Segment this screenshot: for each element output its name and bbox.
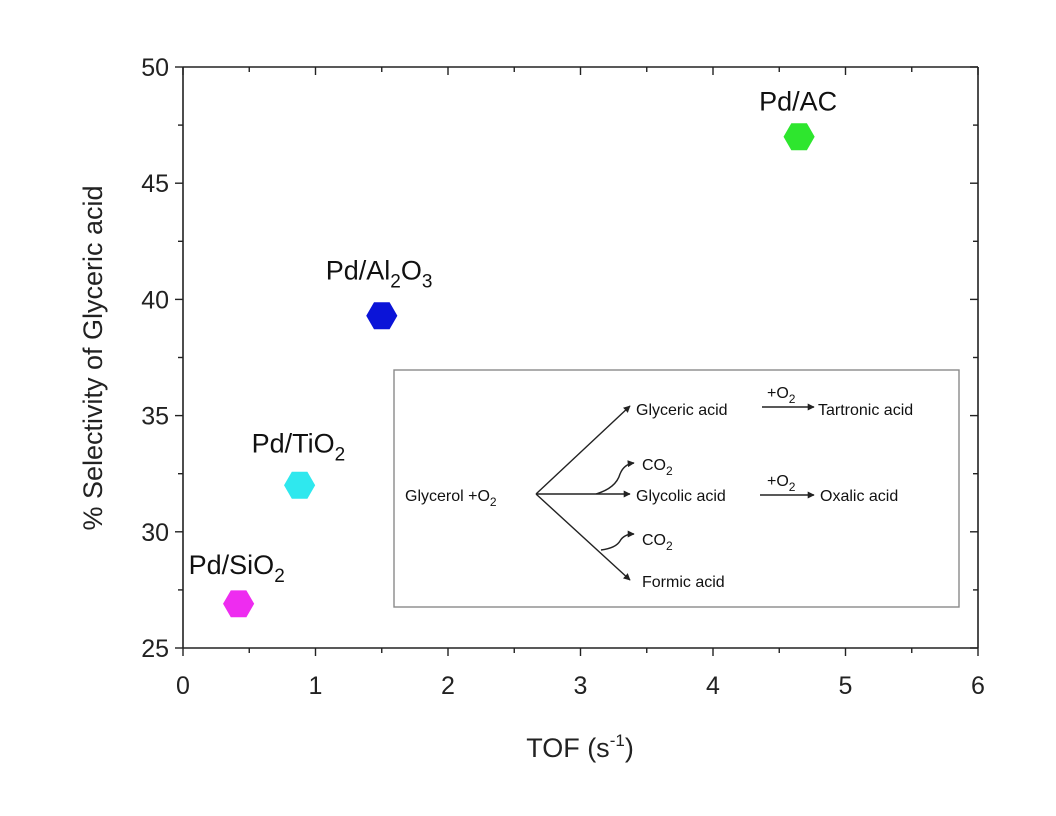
co2-label-b: CO2 <box>642 532 673 553</box>
data-point-label: Pd/TiO2 <box>252 428 346 465</box>
y-tick-label: 35 <box>141 403 169 431</box>
y-tick-label: 30 <box>141 519 169 547</box>
x-axis-title: TOF (s-1) <box>526 731 634 763</box>
glycolic-acid-label: Glycolic acid <box>636 488 726 505</box>
x-tick-label: 3 <box>574 672 588 700</box>
reactant-label: Glycerol +O2 <box>405 488 497 509</box>
co2-branch-arrow-a <box>595 460 635 495</box>
data-point-marker <box>366 302 398 330</box>
x-tick-label: 6 <box>971 672 985 700</box>
co2-branch-arrow-b <box>600 530 635 551</box>
reaction-scheme-inset: Glycerol +O2 Glyceric acid +O2 Tartronic… <box>393 369 960 608</box>
arrow-to-formic <box>535 493 631 581</box>
o2-top-label: +O2 <box>767 385 796 406</box>
x-tick-label: 0 <box>176 672 190 700</box>
co2-label-a: CO2 <box>642 457 673 478</box>
o2-mid-label: +O2 <box>767 473 796 494</box>
data-point-marker <box>284 471 316 499</box>
data-point-label: Pd/Al2O3 <box>326 256 433 293</box>
x-tick-label: 1 <box>309 672 323 700</box>
data-point-label: Pd/SiO2 <box>189 550 285 587</box>
data-points: Pd/SiO2 Pd/TiO2 Pd/Al2O3 Pd/AC <box>189 87 837 618</box>
arrow-to-glyceric <box>535 405 631 495</box>
x-tick-label: 2 <box>441 672 455 700</box>
y-tick-label: 45 <box>141 170 169 198</box>
x-tick-label: 4 <box>706 672 720 700</box>
y-tick-label: 40 <box>141 286 169 314</box>
data-point-marker <box>783 123 815 151</box>
inset-box <box>393 369 960 608</box>
data-point-marker <box>223 590 255 618</box>
y-tick-label: 50 <box>141 54 169 82</box>
y-axis-ticks: 25 30 35 40 45 50 <box>141 54 978 663</box>
y-tick-label: 25 <box>141 635 169 663</box>
glyceric-acid-label: Glyceric acid <box>636 402 728 419</box>
data-point-label: Pd/AC <box>759 87 837 117</box>
tartronic-acid-label: Tartronic acid <box>818 402 913 419</box>
x-axis-ticks: 0 1 2 3 4 5 6 <box>176 67 985 700</box>
x-tick-label: 5 <box>839 672 853 700</box>
oxalic-acid-label: Oxalic acid <box>820 488 898 505</box>
y-axis-title: % Selectivity of Glyceric acid <box>78 185 108 530</box>
formic-acid-label: Formic acid <box>642 574 725 591</box>
